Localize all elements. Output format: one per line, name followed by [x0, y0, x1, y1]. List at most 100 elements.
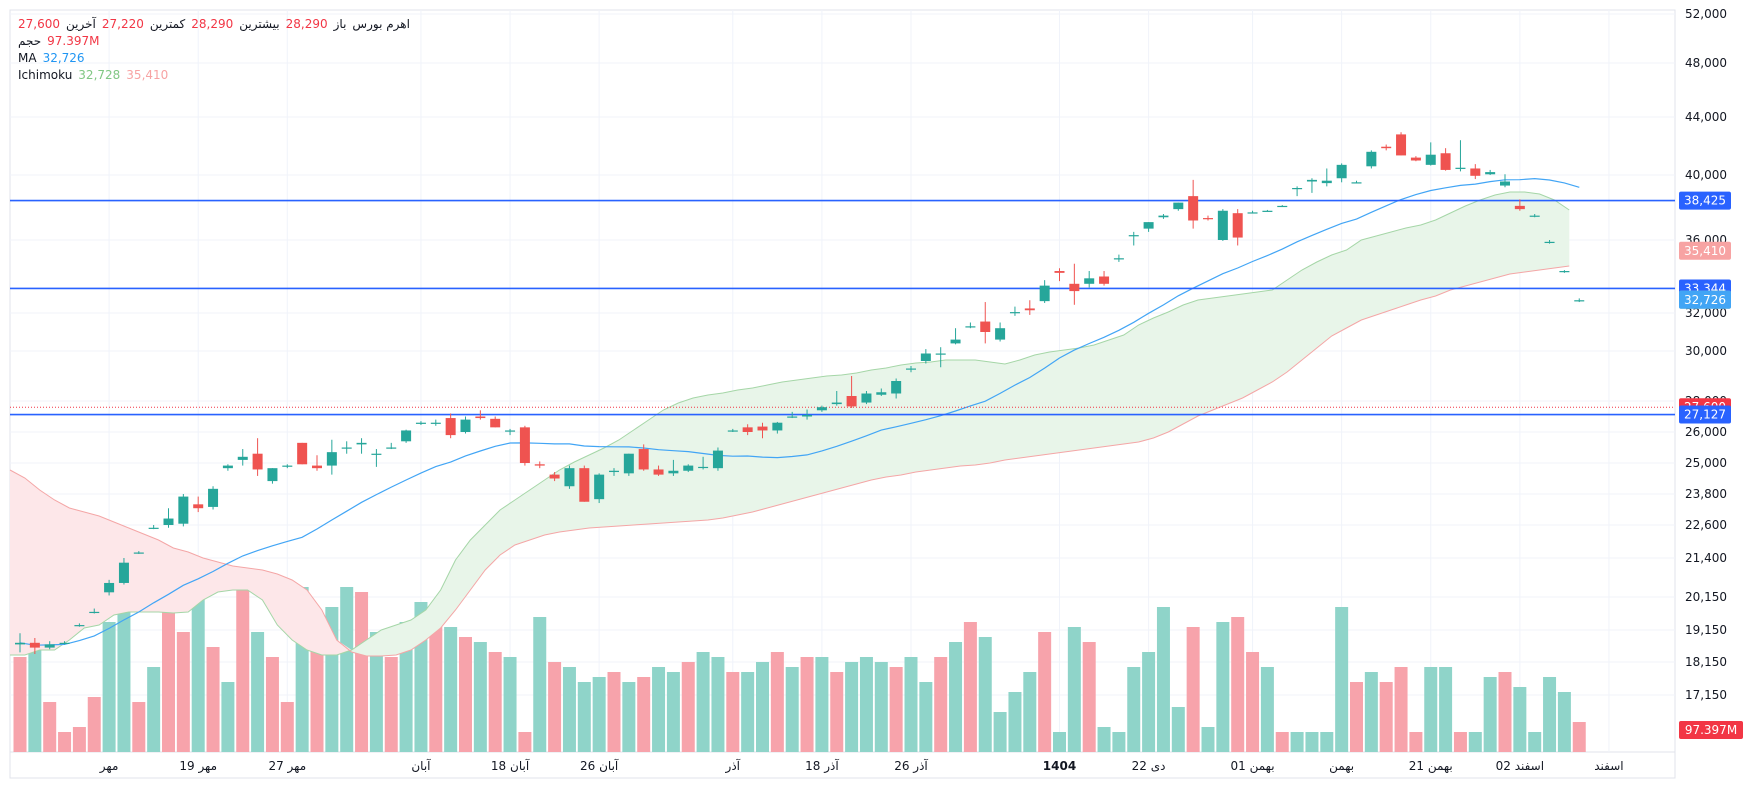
candle[interactable] — [193, 496, 204, 513]
candle[interactable] — [831, 391, 842, 406]
candle[interactable] — [519, 425, 530, 466]
candle[interactable] — [1425, 142, 1436, 166]
candle[interactable] — [1396, 132, 1407, 156]
candle[interactable] — [326, 439, 337, 475]
candle[interactable] — [356, 438, 367, 454]
candle[interactable] — [1128, 231, 1139, 246]
candle[interactable] — [460, 416, 471, 434]
candle[interactable] — [237, 449, 248, 466]
candle[interactable] — [1188, 179, 1199, 229]
candle[interactable] — [891, 378, 902, 399]
candle[interactable] — [222, 464, 233, 471]
candle[interactable] — [802, 409, 813, 420]
candle[interactable] — [1306, 178, 1317, 193]
candle[interactable] — [594, 473, 605, 504]
candle[interactable] — [579, 465, 590, 502]
candle[interactable] — [104, 579, 115, 596]
candle[interactable] — [564, 465, 575, 489]
candle[interactable] — [846, 376, 857, 408]
candle[interactable] — [1277, 205, 1288, 208]
candle[interactable] — [1069, 263, 1080, 305]
candle[interactable] — [1529, 214, 1540, 218]
candle[interactable] — [341, 441, 352, 454]
candle[interactable] — [534, 461, 545, 469]
candle[interactable] — [1084, 271, 1095, 288]
candle[interactable] — [386, 442, 397, 450]
candle[interactable] — [668, 459, 679, 476]
candle[interactable] — [490, 416, 501, 428]
candle[interactable] — [1514, 199, 1525, 211]
candle[interactable] — [1113, 254, 1124, 262]
candle[interactable] — [549, 472, 560, 482]
candle[interactable] — [1039, 280, 1050, 303]
candle[interactable] — [1381, 144, 1392, 151]
candles[interactable] — [15, 132, 1585, 654]
candle[interactable] — [89, 608, 100, 614]
candle[interactable] — [772, 421, 783, 434]
candle[interactable] — [653, 465, 664, 476]
candle[interactable] — [475, 410, 486, 420]
candle[interactable] — [1321, 168, 1332, 187]
candle[interactable] — [297, 442, 308, 465]
candle[interactable] — [430, 419, 441, 426]
candle[interactable] — [445, 413, 456, 439]
candle[interactable] — [1544, 240, 1555, 244]
candle[interactable] — [698, 456, 709, 470]
price-axis[interactable]: 52,00048,00044,00040,00036,00032,00030,0… — [1685, 7, 1727, 702]
candle[interactable] — [683, 464, 694, 473]
candle[interactable] — [1366, 150, 1377, 169]
candle[interactable] — [1217, 209, 1228, 241]
candle[interactable] — [861, 391, 872, 405]
candle[interactable] — [980, 302, 991, 344]
candle[interactable] — [1500, 174, 1510, 188]
candle[interactable] — [638, 444, 649, 471]
candle[interactable] — [178, 494, 189, 527]
candle[interactable] — [742, 424, 753, 436]
candle[interactable] — [208, 486, 219, 510]
candle[interactable] — [623, 453, 634, 476]
candle[interactable] — [1203, 215, 1213, 221]
candle[interactable] — [1099, 271, 1110, 286]
candle[interactable] — [1232, 209, 1243, 246]
candle[interactable] — [727, 428, 738, 432]
candle[interactable] — [757, 422, 768, 439]
candle[interactable] — [1485, 169, 1496, 175]
candle[interactable] — [1410, 156, 1421, 162]
candle[interactable] — [505, 428, 516, 436]
candle[interactable] — [965, 322, 976, 329]
candle[interactable] — [15, 633, 25, 653]
candle[interactable] — [1054, 268, 1065, 282]
candle[interactable] — [1351, 180, 1362, 184]
candle[interactable] — [267, 468, 278, 484]
candle[interactable] — [371, 449, 382, 467]
candle[interactable] — [1336, 163, 1347, 183]
candle[interactable] — [920, 349, 931, 364]
candle[interactable] — [29, 638, 40, 654]
candle[interactable] — [163, 508, 174, 528]
candle[interactable] — [950, 328, 961, 345]
candle[interactable] — [312, 455, 322, 471]
candle[interactable] — [1262, 209, 1273, 212]
candle[interactable] — [1024, 300, 1035, 315]
candle[interactable] — [1158, 214, 1169, 219]
candle[interactable] — [118, 558, 129, 585]
candle[interactable] — [282, 464, 293, 469]
candle[interactable] — [74, 623, 85, 627]
candle[interactable] — [609, 468, 619, 476]
candle[interactable] — [148, 525, 159, 530]
time-axis[interactable]: مهر 19 مهر 27 مهر آبان 18 آبان 26 آبان آذر 18 آ… — [99, 758, 1624, 774]
candle[interactable] — [712, 447, 723, 471]
candle[interactable] — [995, 322, 1006, 342]
candle[interactable] — [415, 421, 426, 426]
candle[interactable] — [1009, 306, 1020, 316]
candle[interactable] — [1455, 140, 1466, 172]
candle[interactable] — [59, 641, 70, 645]
candle[interactable] — [401, 429, 412, 443]
candle[interactable] — [44, 641, 55, 650]
candle[interactable] — [1559, 270, 1570, 273]
candle[interactable] — [906, 366, 916, 373]
candle[interactable] — [1470, 164, 1481, 180]
candle[interactable] — [816, 405, 827, 412]
